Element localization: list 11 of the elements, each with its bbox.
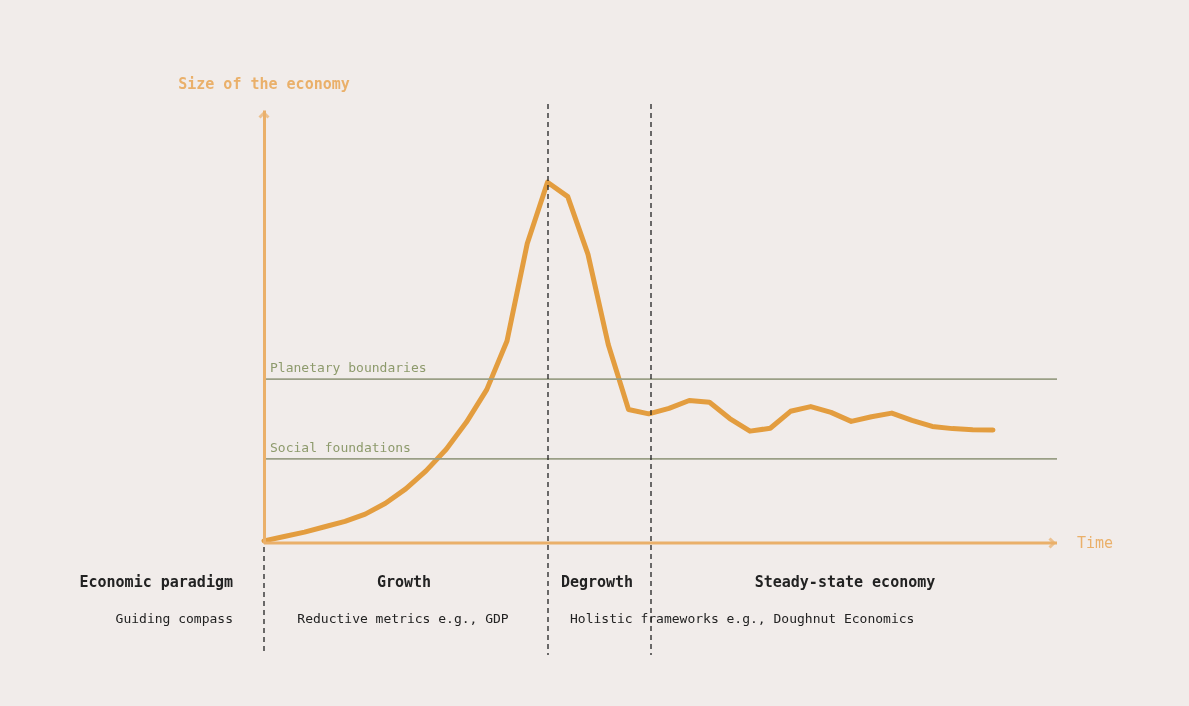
ref-line-label: Planetary boundaries [270,360,427,376]
text: Holistic frameworks e.g., Doughnut Economics [570,611,915,626]
text: Growth [376,573,432,591]
text: Economic paradigm [79,573,233,591]
text: Guiding compass [115,611,233,626]
ref-line-label: Social foundations [270,439,411,455]
x-axis-title: Time [1077,534,1114,552]
text: Steady-state economy [754,573,936,591]
text: Size of the economy [178,75,350,93]
text: Degrowth [560,573,634,591]
text: Reductive metrics e.g., GDP [297,611,509,626]
